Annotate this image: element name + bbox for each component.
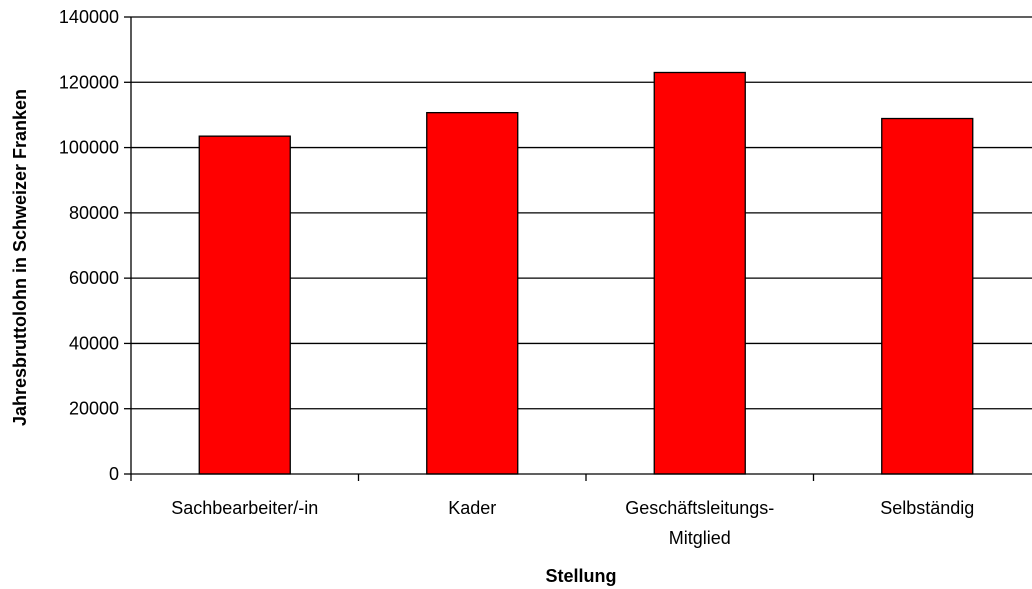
x-axis-title: Stellung [546,566,617,586]
bar [881,117,974,475]
axes [124,16,1032,481]
y-tick-label: 0 [109,464,119,484]
x-tick-label: Sachbearbeiter/-in [171,498,318,518]
bars [198,71,974,475]
y-axis-title: Jahresbruttolohn in Schweizer Franken [10,89,30,426]
y-tick-label: 100000 [59,138,119,158]
bar [426,111,519,475]
bar [198,135,291,475]
y-tick-label: 40000 [69,333,119,353]
x-tick-label: Kader [448,498,496,518]
x-tick-label: Geschäftsleitungs-Mitglied [625,498,774,548]
y-tick-label: 120000 [59,72,119,92]
x-tick-label: Selbständig [880,498,974,518]
y-tick-label: 80000 [69,203,119,223]
bar [653,71,746,475]
y-tick-label: 140000 [59,7,119,27]
tick-labels: 0 20000 40000 60000 80000 100000 120000 140000 S… [59,7,974,548]
y-tick-label: 60000 [69,268,119,288]
y-tick-label: 20000 [69,399,119,419]
